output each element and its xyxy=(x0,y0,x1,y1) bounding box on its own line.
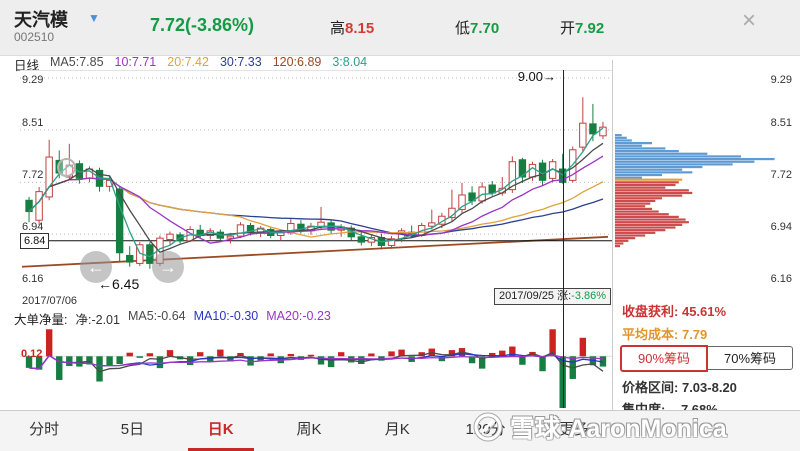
price-range-label: 价格区间: xyxy=(622,380,679,395)
y-axis-label: 9.29 xyxy=(770,74,792,86)
tab-5[interactable]: 120分 xyxy=(441,411,529,451)
tab-label: 日K xyxy=(207,421,234,438)
closing-profit-label: 收盘获利: xyxy=(622,304,679,319)
chip-distribution-chart[interactable] xyxy=(615,70,797,295)
tab-label: 120分 xyxy=(465,421,506,438)
low-label: 低 xyxy=(455,20,471,37)
ma30-legend: 30:7.33 xyxy=(219,55,262,69)
sub-ma10: MA10:-0.30 xyxy=(193,309,259,323)
candlestick-chart[interactable] xyxy=(20,70,612,295)
scroll-right-button[interactable]: → xyxy=(152,251,184,283)
current-price: 7.72(-3.86%) xyxy=(150,15,255,35)
chip-70-button[interactable]: 70%筹码 xyxy=(708,346,793,370)
tab-6[interactable]: 更多 xyxy=(530,411,618,451)
sub-indicator-legend: 大单净量: 净:-2.01 MA5:-0.64 MA10:-0.30 MA20:… xyxy=(14,309,331,328)
y-axis-label: 8.51 xyxy=(22,116,44,129)
peak-price-annotation: 9.00→ xyxy=(517,69,556,84)
tab-label: 分时 xyxy=(29,421,60,438)
chevron-down-icon[interactable]: ▼ xyxy=(88,11,100,25)
y-axis-label: 6.94 xyxy=(22,221,44,234)
ma20-legend: 20:7.42 xyxy=(167,55,209,69)
y-axis-label: 6.94 xyxy=(770,221,792,234)
ma10-legend: 10:7.71 xyxy=(114,55,157,69)
open-quote: 开7.92 xyxy=(560,17,604,38)
tab-3[interactable]: 周K xyxy=(265,411,353,451)
low-value: 7.70 xyxy=(470,20,500,37)
price-range: 价格区间: 7.03-8.20 xyxy=(622,377,737,396)
tab-label: 周K xyxy=(296,421,322,438)
y-axis-label: 8.51 xyxy=(770,116,792,129)
open-value: 7.92 xyxy=(575,20,605,37)
net-value: 净:-2.01 xyxy=(75,313,120,327)
ma5-legend: MA5:7.85 xyxy=(50,55,104,69)
close-icon[interactable]: × xyxy=(742,7,757,34)
chip-toggle-group: 90%筹码 70%筹码 xyxy=(620,345,793,372)
sub-ma5: MA5:-0.64 xyxy=(127,309,186,323)
panel-divider xyxy=(612,60,613,450)
quote-header: 天汽模 ▼ 002510 7.72(-3.86%) 高8.15 低7.70 开7… xyxy=(0,0,800,56)
stock-code: 002510 xyxy=(14,30,55,44)
axis-start-date: 2017/07/06 xyxy=(22,295,78,307)
tab-1[interactable]: 5日 xyxy=(88,411,176,451)
crosshair-tooltip: 2017/09/25 涨:-3.86% xyxy=(494,288,612,305)
low-price-annotation: ←6.45 xyxy=(98,276,140,292)
ma120-legend: 120:6.89 xyxy=(272,55,322,69)
chip-90-button[interactable]: 90%筹码 xyxy=(620,345,708,372)
scroll-left-button[interactable]: ← xyxy=(80,251,112,283)
tab-label: 5日 xyxy=(120,421,145,438)
closing-profit: 收盘获利: 45.61% xyxy=(622,301,726,320)
y-axis-label: 7.72 xyxy=(22,169,44,182)
y-axis-label: 9.29 xyxy=(22,74,44,86)
event-marker xyxy=(57,158,76,177)
high-value: 8.15 xyxy=(345,20,375,37)
closing-profit-value: 45.61% xyxy=(681,304,727,319)
tab-label: 更多 xyxy=(558,421,589,438)
big-order-volume-chart[interactable] xyxy=(20,328,612,408)
high-quote: 高8.15 xyxy=(330,17,374,38)
ref-price-label: 6.84 xyxy=(20,233,50,249)
y-axis-label: 6.16 xyxy=(22,273,44,285)
tab-0[interactable]: 分时 xyxy=(0,411,88,451)
period-label: 日线 xyxy=(14,59,40,73)
stock-name[interactable]: 天汽模 xyxy=(14,10,68,30)
low-quote: 低7.70 xyxy=(455,17,499,38)
price-range-value: 7.03-8.20 xyxy=(681,380,737,395)
tab-2[interactable]: 日K xyxy=(177,411,265,451)
open-label: 开 xyxy=(560,20,576,37)
high-label: 高 xyxy=(330,20,346,37)
sub-chart-axis-label: 0.12 xyxy=(21,348,43,360)
average-cost-label: 平均成本: xyxy=(622,327,679,342)
y-axis-label: 6.16 xyxy=(770,273,792,285)
sub-title: 大单净量: xyxy=(14,313,68,327)
tab-label: 月K xyxy=(384,421,410,438)
tooltip-date: 2017/09/25 涨: xyxy=(499,290,572,302)
average-cost-value: 7.79 xyxy=(681,327,708,342)
period-tab-bar: 分时 5日 日K 周K 月K 120分 更多 xyxy=(0,410,800,451)
crosshair-line xyxy=(563,70,564,408)
tab-4[interactable]: 月K xyxy=(353,411,441,451)
tooltip-change: -3.86% xyxy=(571,290,607,302)
ma3-legend: 3:8.04 xyxy=(332,55,368,69)
y-axis-label: 7.72 xyxy=(770,169,792,182)
average-cost: 平均成本: 7.79 xyxy=(622,324,707,343)
sub-ma20: MA20:-0.23 xyxy=(266,309,331,323)
ma-legend: 日线 MA5:7.85 10:7.71 20:7.42 30:7.33 120:… xyxy=(14,55,614,73)
